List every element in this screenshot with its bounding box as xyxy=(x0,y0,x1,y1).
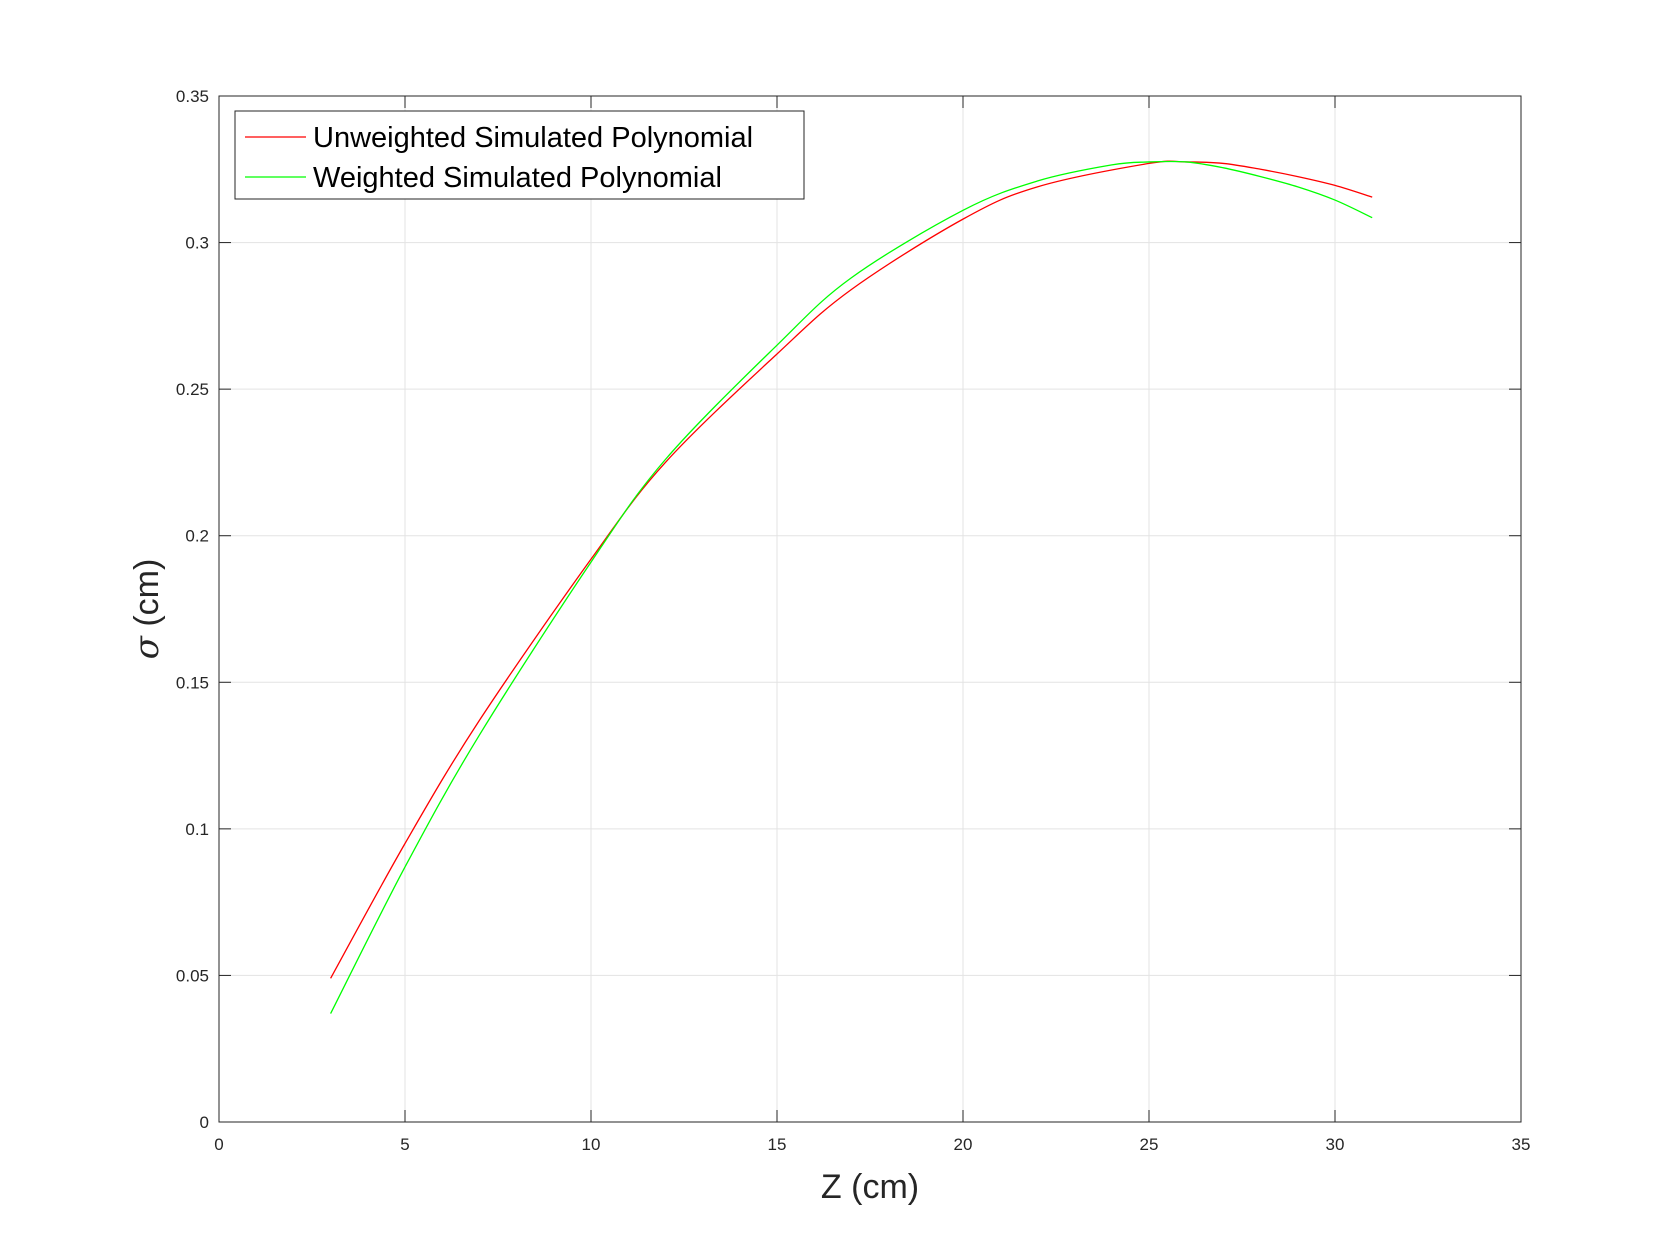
y-tick-label: 0.35 xyxy=(176,87,209,106)
y-tick-label: 0.15 xyxy=(176,673,209,692)
y-tick-labels: 0 0.05 0.1 0.15 0.2 0.25 0.3 0.35 xyxy=(176,87,209,1132)
legend-label-unweighted: Unweighted Simulated Polynomial xyxy=(313,122,753,154)
y-tick-label: 0.1 xyxy=(185,820,209,839)
x-tick-label: 10 xyxy=(582,1135,601,1154)
x-tick-label: 35 xyxy=(1512,1135,1531,1154)
grid xyxy=(218,95,1522,1123)
y-tick-label: 0 xyxy=(200,1113,209,1132)
y-tick-label: 0.3 xyxy=(185,234,209,253)
axes-box xyxy=(218,95,1522,1123)
x-tick-label: 25 xyxy=(1140,1135,1159,1154)
y-axis-label: σ (cm) xyxy=(127,559,167,660)
series-line-1 xyxy=(330,160,1373,1014)
x-tick-labels: 0 5 10 15 20 25 30 35 xyxy=(214,1135,1530,1154)
y-axis-unit: (cm) xyxy=(128,559,166,636)
x-tick-label: 5 xyxy=(400,1135,409,1154)
x-tick-label: 15 xyxy=(768,1135,787,1154)
legend: Unweighted Simulated Polynomial Weighted… xyxy=(234,110,805,200)
series-line-0 xyxy=(330,160,1373,979)
y-axis-symbol: σ xyxy=(127,635,167,659)
x-axis-label: Z (cm) xyxy=(821,1168,919,1206)
y-tick-label: 0.25 xyxy=(176,380,209,399)
x-tick-label: 20 xyxy=(954,1135,973,1154)
legend-box xyxy=(234,110,805,200)
plot-area xyxy=(219,96,1521,1122)
x-tick-label: 0 xyxy=(214,1135,223,1154)
series-layer xyxy=(330,160,1373,1014)
y-tick-label: 0.05 xyxy=(176,966,209,985)
x-tick-label: 30 xyxy=(1326,1135,1345,1154)
y-tick-label: 0.2 xyxy=(185,527,209,546)
legend-label-weighted: Weighted Simulated Polynomial xyxy=(313,162,722,194)
ticks xyxy=(218,95,1522,1123)
